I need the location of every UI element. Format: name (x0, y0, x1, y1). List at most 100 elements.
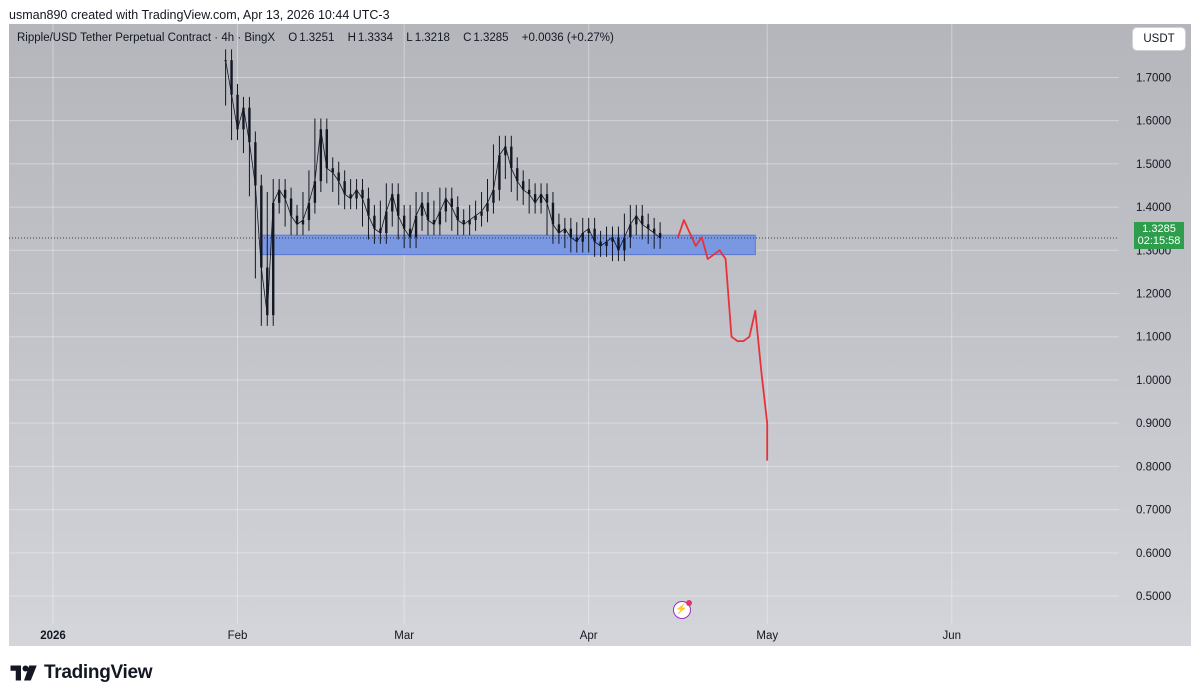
symbol-title[interactable]: Ripple/USD Tether Perpetual Contract · 4… (17, 32, 276, 44)
price-tick-label: 1.5000 (1136, 159, 1171, 171)
price-chart[interactable]: 1.70001.60001.50001.40001.30001.20001.10… (9, 24, 1191, 646)
price-candle (230, 60, 233, 95)
price-candle (343, 181, 346, 195)
price-candle (658, 233, 662, 238)
price-candle (462, 220, 465, 225)
price-candle (647, 224, 650, 229)
price-candle (516, 168, 519, 182)
price-tick-label: 1.4000 (1136, 202, 1171, 214)
price-candle (414, 215, 418, 238)
price-candle (635, 215, 638, 225)
open-label: O (288, 32, 298, 44)
price-candle (361, 189, 364, 199)
high-label: H (347, 32, 356, 44)
price-candle (480, 211, 483, 216)
price-tick-label: 0.7000 (1136, 505, 1171, 517)
price-candle (289, 198, 293, 216)
price-candle (313, 181, 317, 203)
price-candle (379, 228, 382, 234)
time-tick-label: 2026 (40, 630, 66, 642)
brand-name: TradingView (44, 662, 153, 683)
price-tick-label: 1.0000 (1136, 375, 1171, 387)
price-candle (408, 228, 412, 238)
price-tick-label: 1.2000 (1136, 289, 1171, 301)
price-candle (545, 194, 549, 203)
price-candle (266, 267, 269, 316)
close-label: C (463, 32, 472, 44)
price-candle (492, 189, 495, 203)
price-candle (331, 168, 334, 173)
price-candle (301, 220, 305, 225)
price-candle (295, 215, 299, 225)
price-line (225, 60, 661, 316)
price-tick-label: 1.6000 (1136, 116, 1171, 128)
price-candle (444, 198, 448, 212)
price-candle (260, 185, 263, 268)
price-candle (581, 233, 584, 242)
price-candle (522, 181, 525, 190)
price-candle (652, 228, 656, 234)
bar-countdown: 02:15:58 (1137, 235, 1181, 247)
time-tick-label: Jun (942, 630, 961, 642)
time-axis[interactable]: 2026 Feb Mar Apr May Jun (9, 624, 1191, 646)
chart-area[interactable]: 1.7000 1.6000 1.5000 1.4000 1.3000 1.2000 1.10… (9, 24, 1191, 646)
price-candle (450, 198, 453, 208)
price-tick-label: 0.8000 (1136, 461, 1171, 473)
projection-series (677, 219, 769, 461)
price-candle (510, 146, 513, 169)
price-candle (498, 155, 501, 190)
low-value: 1.3218 (414, 32, 450, 44)
price-candle (373, 215, 376, 229)
price-candle (319, 129, 323, 182)
price-candle (349, 194, 352, 199)
chart-credit: usman890 created with TradingView.com, A… (9, 8, 390, 22)
price-candle (391, 194, 394, 212)
price-candle (355, 189, 358, 199)
symbol-legend: Ripple/USD Tether Perpetual Contract · 4… (17, 32, 616, 44)
price-candle (599, 241, 602, 246)
price-candle (623, 237, 626, 251)
price-candle (248, 107, 251, 143)
price-candle (337, 172, 340, 182)
price-candle (527, 189, 531, 195)
price-axis[interactable]: 1.70001.60001.50001.40001.30001.20001.10… (1136, 72, 1171, 603)
price-candle (557, 224, 561, 234)
price-candle (456, 207, 459, 221)
price-candle (611, 237, 614, 242)
price-candle (438, 211, 442, 225)
price-tick-label: 1.7000 (1136, 72, 1171, 84)
time-tick-label: Feb (228, 630, 248, 642)
price-candle (277, 189, 281, 203)
price-candle (533, 194, 537, 203)
price-candle (641, 215, 644, 225)
price-candle (242, 107, 245, 130)
high-value: 1.3334 (357, 32, 394, 44)
open-value: 1.3251 (299, 32, 335, 44)
price-tick-label: 0.6000 (1136, 548, 1171, 560)
price-candle (504, 146, 507, 156)
price-candle (402, 215, 406, 229)
tradingview-logo[interactable]: TradingView (10, 662, 153, 684)
last-price-tag: 1.3285 02:15:58 (1134, 222, 1184, 249)
price-series (224, 49, 662, 326)
price-candle (575, 237, 578, 242)
price-candle (593, 228, 596, 242)
price-tick-label: 0.9000 (1136, 418, 1171, 430)
price-tick-label: 1.1000 (1136, 332, 1171, 344)
low-label: L (406, 32, 413, 44)
price-candle (551, 202, 555, 225)
price-candle (236, 94, 239, 130)
change-value: +0.0036 (+0.27%) (521, 32, 614, 44)
close-value: 1.3285 (473, 32, 509, 44)
price-candle (307, 202, 311, 221)
price-candle (605, 241, 608, 246)
currency-button[interactable]: USDT (1133, 28, 1185, 50)
price-candle (629, 224, 632, 238)
price-candle (385, 211, 388, 234)
price-candle (283, 189, 287, 199)
price-candle (426, 202, 430, 221)
price-candle (539, 194, 543, 203)
time-tick-label: May (756, 630, 778, 642)
bolt-icon[interactable]: ⚡ (673, 600, 692, 619)
projection-line[interactable] (677, 219, 769, 461)
